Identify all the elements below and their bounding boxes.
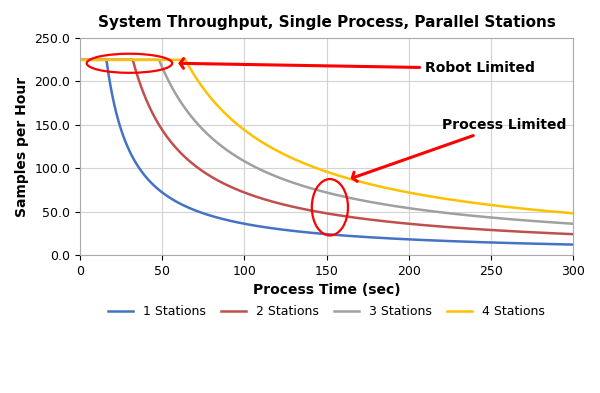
1 Stations (560, 242, 567, 247)
2 Stations (560, 231, 567, 236)
2 Stations (569, 232, 577, 237)
4 Stations (569, 211, 577, 216)
Line: 2 Stations: 2 Stations (81, 60, 573, 234)
Y-axis label: Samples per Hour: Samples per Hour (15, 77, 29, 217)
Line: 4 Stations: 4 Stations (81, 60, 573, 213)
4 Stations (133, 57, 140, 62)
1 Stations (287, 228, 295, 233)
Title: System Throughput, Single Process, Parallel Stations: System Throughput, Single Process, Paral… (98, 15, 556, 30)
1 Stations (77, 57, 85, 62)
3 Stations (507, 217, 514, 222)
4 Stations (163, 57, 170, 62)
2 Stations (77, 57, 85, 62)
Text: Robot Limited: Robot Limited (180, 59, 535, 75)
3 Stations (163, 74, 170, 79)
Legend: 1 Stations, 2 Stations, 3 Stations, 4 Stations: 1 Stations, 2 Stations, 3 Stations, 4 St… (103, 300, 550, 323)
3 Stations (560, 221, 567, 226)
4 Stations (507, 205, 514, 209)
4 Stations (287, 155, 295, 160)
3 Stations (133, 57, 140, 62)
3 Stations (266, 171, 273, 176)
3 Stations (287, 180, 295, 184)
3 Stations (569, 221, 577, 226)
Line: 1 Stations: 1 Stations (81, 60, 573, 244)
1 Stations (163, 193, 170, 198)
3 Stations (77, 57, 85, 62)
Line: 3 Stations: 3 Stations (81, 60, 573, 224)
2 Stations (266, 198, 273, 203)
X-axis label: Process Time (sec): Process Time (sec) (253, 283, 400, 297)
Text: Process Limited: Process Limited (352, 118, 566, 182)
2 Stations (507, 229, 514, 233)
1 Stations (569, 242, 577, 247)
4 Stations (560, 210, 567, 215)
4 Stations (77, 57, 85, 62)
1 Stations (507, 241, 514, 245)
2 Stations (287, 204, 295, 209)
2 Stations (133, 72, 140, 77)
1 Stations (133, 163, 140, 167)
4 Stations (266, 144, 273, 149)
1 Stations (266, 226, 273, 230)
2 Stations (163, 134, 170, 138)
